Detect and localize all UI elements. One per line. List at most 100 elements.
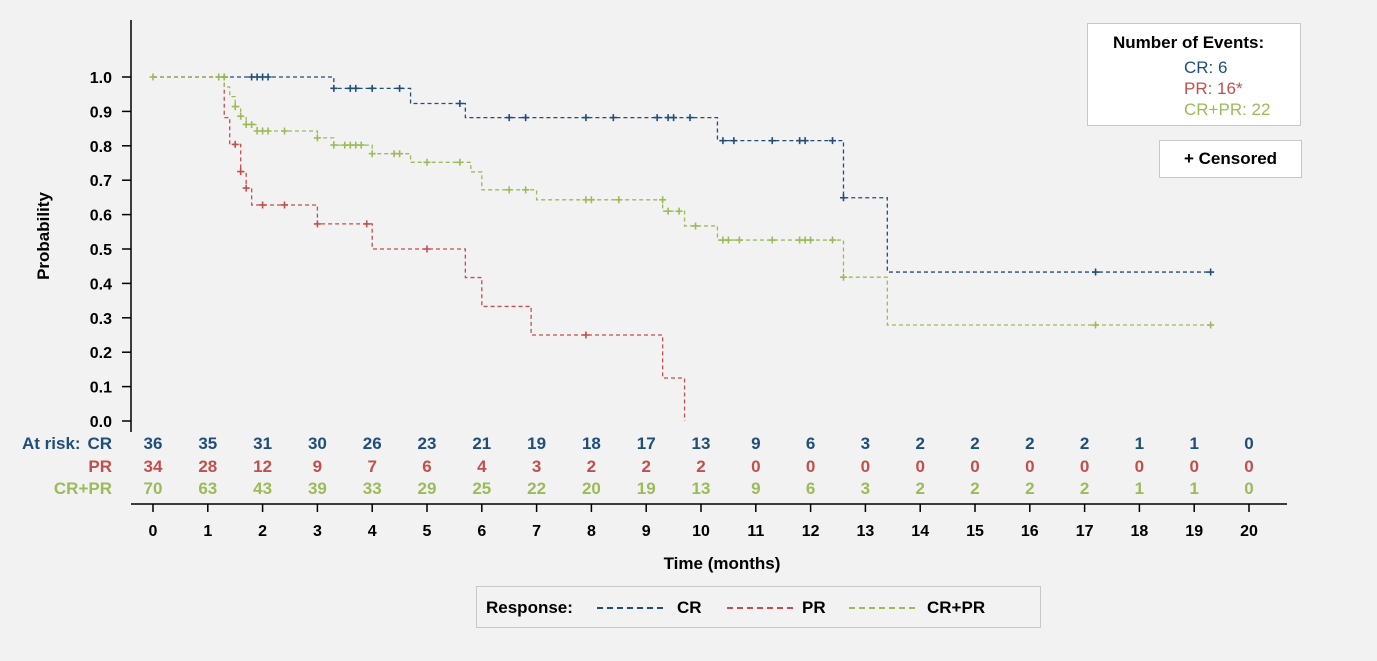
censor-mark bbox=[582, 331, 590, 339]
censor-mark bbox=[237, 168, 245, 176]
km-curve-crpr bbox=[153, 76, 1211, 326]
censor-mark bbox=[587, 196, 595, 204]
at-risk-value: 19 bbox=[527, 434, 546, 453]
censored-legend: + Censored bbox=[1159, 140, 1302, 178]
y-tick-label: 1.0 bbox=[90, 70, 112, 87]
at-risk-row-name: CR+PR bbox=[54, 479, 112, 498]
events-legend-title: Number of Events: bbox=[1113, 33, 1265, 52]
censor-mark bbox=[456, 99, 464, 107]
censor-mark bbox=[807, 236, 815, 244]
y-tick-label: 0.7 bbox=[90, 173, 112, 190]
at-risk-value: 19 bbox=[637, 479, 656, 498]
km-curve-pr bbox=[153, 76, 686, 421]
at-risk-value: 33 bbox=[363, 479, 382, 498]
at-risk-row-name: CR bbox=[87, 434, 112, 453]
censor-mark bbox=[653, 114, 661, 122]
censor-mark bbox=[686, 114, 694, 122]
at-risk-value: 39 bbox=[308, 479, 327, 498]
censor-mark bbox=[237, 112, 245, 120]
y-tick-label: 0.6 bbox=[90, 208, 112, 225]
censor-mark bbox=[313, 220, 321, 228]
censor-mark bbox=[396, 84, 404, 92]
at-risk-value: 3 bbox=[861, 434, 870, 453]
events-legend: Number of Events: CR: 6 PR: 16* CR+PR: 2… bbox=[1087, 23, 1301, 126]
response-swatch-pr bbox=[727, 607, 793, 609]
censor-mark bbox=[220, 73, 228, 81]
at-risk-value: 0 bbox=[806, 457, 815, 476]
x-tick-label: 6 bbox=[477, 523, 486, 540]
at-risk-value: 2 bbox=[1080, 479, 1089, 498]
at-risk-value: 34 bbox=[144, 457, 163, 476]
at-risk-value: 0 bbox=[861, 457, 870, 476]
events-legend-crpr: CR+PR: 22 bbox=[1184, 100, 1271, 119]
response-swatch-cr bbox=[597, 607, 663, 609]
censor-mark bbox=[522, 186, 530, 194]
censor-mark bbox=[1207, 268, 1215, 276]
at-risk-value: 35 bbox=[198, 434, 217, 453]
x-tick-label: 10 bbox=[692, 523, 710, 540]
censor-mark bbox=[368, 84, 376, 92]
censor-marks bbox=[149, 73, 1215, 339]
response-legend: Response: CR PR CR+PR bbox=[476, 586, 1041, 628]
x-tick-label: 8 bbox=[587, 523, 596, 540]
censor-mark bbox=[735, 236, 743, 244]
censor-mark bbox=[352, 84, 360, 92]
at-risk-value: 2 bbox=[641, 457, 650, 476]
censor-mark bbox=[659, 196, 667, 204]
x-tick-label: 4 bbox=[368, 523, 377, 540]
censor-mark bbox=[1092, 321, 1100, 329]
censor-mark bbox=[149, 73, 157, 81]
y-tick-label: 0.8 bbox=[90, 139, 112, 156]
x-tick-label: 5 bbox=[423, 523, 432, 540]
censor-mark bbox=[248, 120, 256, 128]
x-tick-label: 15 bbox=[966, 523, 984, 540]
x-tick-label: 17 bbox=[1076, 523, 1094, 540]
y-tick-label: 0.1 bbox=[90, 380, 112, 397]
at-risk-value: 0 bbox=[1244, 434, 1253, 453]
at-risk-value: 3 bbox=[861, 479, 870, 498]
censor-mark bbox=[264, 127, 272, 135]
at-risk-value: 1 bbox=[1135, 479, 1144, 498]
censor-mark bbox=[264, 73, 272, 81]
censor-mark bbox=[801, 137, 809, 145]
y-tick-label: 0.0 bbox=[90, 414, 112, 431]
x-tick-label: 12 bbox=[802, 523, 820, 540]
censor-mark bbox=[363, 220, 371, 228]
censor-mark bbox=[281, 201, 289, 209]
censor-mark bbox=[829, 137, 837, 145]
response-label-cr: CR bbox=[677, 598, 702, 617]
censor-mark bbox=[423, 158, 431, 166]
km-curve-cr bbox=[153, 76, 1211, 273]
censor-mark bbox=[313, 134, 321, 142]
at-risk-value: 2 bbox=[587, 457, 596, 476]
x-tick-label: 9 bbox=[642, 523, 651, 540]
at-risk-value: 2 bbox=[1080, 434, 1089, 453]
at-risk-value: 26 bbox=[363, 434, 382, 453]
at-risk-value: 20 bbox=[582, 479, 601, 498]
at-risk-value: 0 bbox=[1244, 457, 1253, 476]
censor-mark bbox=[281, 127, 289, 135]
at-risk-value: 2 bbox=[1025, 479, 1034, 498]
censor-mark bbox=[839, 273, 847, 281]
at-risk-value: 17 bbox=[637, 434, 656, 453]
censor-mark bbox=[582, 114, 590, 122]
at-risk-value: 28 bbox=[198, 457, 217, 476]
at-risk-value: 1 bbox=[1135, 434, 1144, 453]
at-risk-value: 0 bbox=[1189, 457, 1198, 476]
x-tick-label: 11 bbox=[747, 523, 764, 540]
censor-mark bbox=[231, 140, 239, 148]
censor-mark bbox=[330, 141, 338, 149]
censor-mark bbox=[505, 114, 513, 122]
events-legend-pr: PR: 16* bbox=[1184, 79, 1243, 98]
censor-mark bbox=[231, 103, 239, 111]
at-risk-value: 29 bbox=[418, 479, 437, 498]
at-risk-table: At risk: CR 36 35 31 30 26 23 21 19 18 17 13 9 6 3 2 2 2 2 1… bbox=[22, 434, 1254, 498]
censor-mark bbox=[368, 150, 376, 158]
y-tick-label: 0.2 bbox=[90, 345, 112, 362]
x-tick-label: 0 bbox=[149, 523, 158, 540]
curves bbox=[153, 76, 1211, 421]
at-risk-value: 2 bbox=[696, 457, 705, 476]
at-risk-value: 0 bbox=[970, 457, 979, 476]
at-risk-value: 4 bbox=[477, 457, 487, 476]
y-tick-label: 0.3 bbox=[90, 311, 112, 328]
